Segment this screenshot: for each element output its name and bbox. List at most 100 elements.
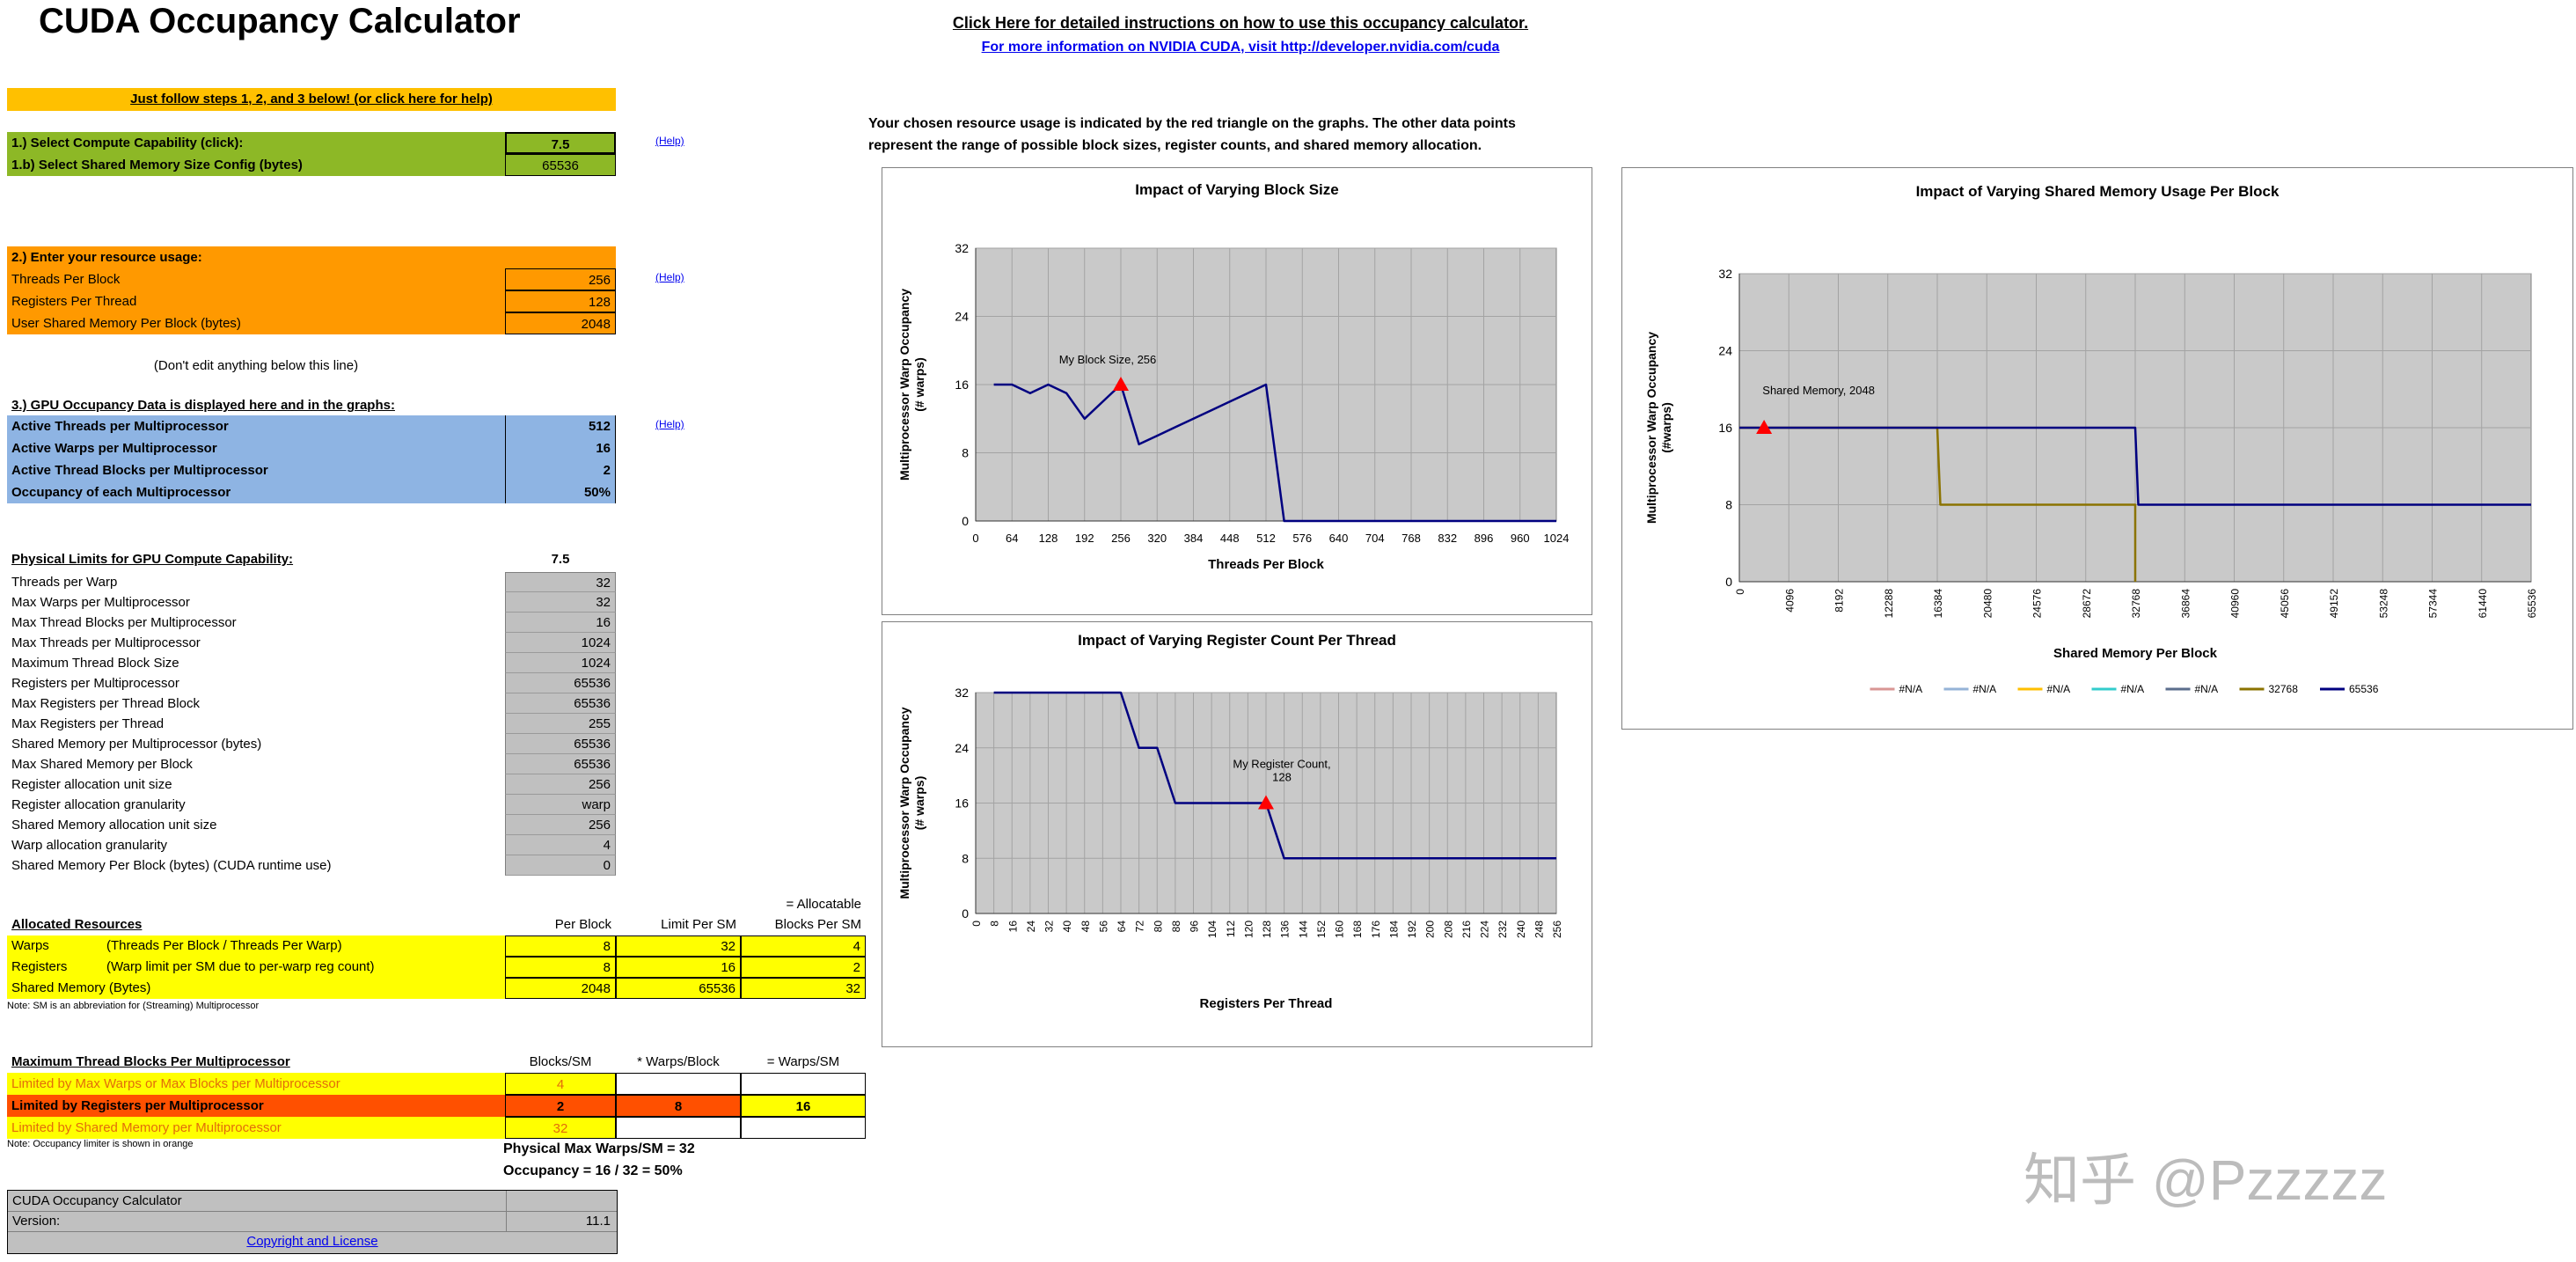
svg-text:40: 40 xyxy=(1061,921,1073,933)
physical-limit-label: Shared Memory per Multiprocessor (bytes) xyxy=(11,737,262,752)
active-threads-value: 512 xyxy=(505,415,616,437)
col-per-block: Per Block xyxy=(554,917,611,932)
svg-text:32: 32 xyxy=(955,241,969,255)
registers-per-thread-label: Registers Per Thread xyxy=(7,290,505,312)
svg-text:448: 448 xyxy=(1220,532,1240,545)
alloc-registers-label: Registers (Warp limit per SM due to per-w… xyxy=(7,957,505,978)
svg-text:65536: 65536 xyxy=(2526,589,2538,619)
help-banner[interactable]: Just follow steps 1, 2, and 3 below! (or… xyxy=(7,88,616,111)
alloc-warps-blocks: 4 xyxy=(741,935,866,957)
svg-text:256: 256 xyxy=(1551,921,1563,938)
svg-text:24: 24 xyxy=(1718,344,1732,358)
compute-capability-value[interactable]: 7.5 xyxy=(505,132,616,154)
svg-text:Multiprocessor Warp Occupancy: Multiprocessor Warp Occupancy xyxy=(897,707,911,899)
limited-by-warps-v3 xyxy=(741,1073,866,1095)
physical-limit-label: Max Registers per Thread Block xyxy=(11,696,200,711)
physical-limit-row: Maximum Thread Block Size 1024 xyxy=(7,653,869,673)
occupancy-summary: Occupancy = 16 / 32 = 50% xyxy=(503,1163,683,1178)
cuda-info-link[interactable]: For more information on NVIDIA CUDA, vis… xyxy=(981,40,1500,55)
svg-text:48: 48 xyxy=(1079,921,1092,933)
step3-header: 3.) GPU Occupancy Data is displayed here… xyxy=(11,398,395,413)
col-limit-per-sm: Limit Per SM xyxy=(661,917,736,932)
allocated-resources-header: Allocated Resources xyxy=(11,917,143,932)
shared-memory-config-label: 1.b) Select Shared Memory Size Config (b… xyxy=(7,154,505,176)
svg-text:49152: 49152 xyxy=(2328,589,2340,619)
physical-limit-row: Shared Memory per Multiprocessor (bytes)… xyxy=(7,734,869,754)
svg-text:704: 704 xyxy=(1365,532,1385,545)
alloc-registers-per-block: 8 xyxy=(505,957,616,978)
limited-by-smem-v2 xyxy=(616,1117,741,1139)
registers-per-thread-input[interactable]: 128 xyxy=(505,290,616,312)
svg-text:#N/A: #N/A xyxy=(1899,683,1923,695)
limited-by-smem-value: 32 xyxy=(505,1117,616,1139)
compute-capability-label: 1.) Select Compute Capability (click): xyxy=(7,132,505,154)
svg-text:Registers Per Thread: Registers Per Thread xyxy=(1200,996,1333,1011)
svg-text:Multiprocessor Warp Occupancy: Multiprocessor Warp Occupancy xyxy=(897,289,911,481)
user-shared-memory-input[interactable]: 2048 xyxy=(505,312,616,334)
physical-limit-row: Shared Memory Per Block (bytes) (CUDA ru… xyxy=(7,855,869,876)
svg-text:16384: 16384 xyxy=(1932,589,1944,619)
svg-text:200: 200 xyxy=(1424,921,1437,938)
physical-limit-row: Max Thread Blocks per Multiprocessor 16 xyxy=(7,613,869,633)
svg-text:32: 32 xyxy=(955,686,969,700)
physical-limit-label: Max Registers per Thread xyxy=(11,716,165,731)
svg-text:20480: 20480 xyxy=(1981,589,1994,619)
threads-per-block-input[interactable]: 256 xyxy=(505,268,616,290)
svg-text:248: 248 xyxy=(1533,921,1545,938)
alloc-smem-per-block: 2048 xyxy=(505,978,616,999)
limited-by-registers-warps-sm: 16 xyxy=(741,1095,866,1117)
physical-limit-value: warp xyxy=(505,795,616,815)
svg-text:576: 576 xyxy=(1292,532,1312,545)
svg-text:168: 168 xyxy=(1351,921,1364,938)
svg-text:(# warps): (# warps) xyxy=(912,776,926,830)
svg-text:12288: 12288 xyxy=(1883,589,1895,619)
shared-memory-chart-svg: 0 8 16 24 32 0 4096 8192 12288 16384 20480 24576 286… xyxy=(1644,183,2538,695)
svg-text:208: 208 xyxy=(1442,921,1454,938)
svg-text:104: 104 xyxy=(1206,921,1218,938)
register-count-chart: 0 8 16 24 32 0 8 16 24 32 40 48 56 64 72 80 88 96 104 112 12… xyxy=(882,621,1592,1047)
help-link-step1[interactable]: (Help) xyxy=(655,135,684,147)
svg-text:120: 120 xyxy=(1242,921,1255,938)
active-warps-value: 16 xyxy=(505,437,616,459)
svg-text:Impact of Varying Block Size: Impact of Varying Block Size xyxy=(1135,181,1338,198)
help-link-step3[interactable]: (Help) xyxy=(655,418,684,430)
svg-text:88: 88 xyxy=(1170,921,1182,933)
svg-text:8: 8 xyxy=(962,851,969,865)
svg-text:32768: 32768 xyxy=(2130,589,2142,619)
svg-text:24576: 24576 xyxy=(2031,589,2044,619)
physical-limit-label: Register allocation granularity xyxy=(11,797,186,812)
step2-header: 2.) Enter your resource usage: xyxy=(7,246,616,268)
svg-text:32: 32 xyxy=(1718,267,1732,281)
svg-text:256: 256 xyxy=(1111,532,1131,545)
help-link-step2[interactable]: (Help) xyxy=(655,271,684,283)
alloc-warps-limit: 32 xyxy=(616,935,741,957)
chart-description-line2: represent the range of possible block si… xyxy=(868,138,1482,153)
alloc-warps-label: Warps (Threads Per Block / Threads Per Wa… xyxy=(7,935,505,957)
limited-by-warps-label: Limited by Max Warps or Max Blocks per M… xyxy=(7,1073,505,1095)
svg-text:24: 24 xyxy=(955,310,969,324)
svg-text:64: 64 xyxy=(1006,532,1018,545)
shared-memory-config-value[interactable]: 65536 xyxy=(505,154,616,176)
active-threads-label: Active Threads per Multiprocessor xyxy=(7,415,505,437)
physical-limit-value: 0 xyxy=(505,855,616,876)
svg-text:240: 240 xyxy=(1515,921,1527,938)
svg-text:8: 8 xyxy=(989,921,1001,927)
svg-text:72: 72 xyxy=(1134,921,1146,933)
physical-limit-value: 65536 xyxy=(505,754,616,774)
svg-text:0: 0 xyxy=(1734,589,1746,595)
physical-limit-label: Max Thread Blocks per Multiprocessor xyxy=(11,615,237,630)
physical-limit-row: Registers per Multiprocessor 65536 xyxy=(7,673,869,693)
svg-text:232: 232 xyxy=(1497,921,1509,938)
svg-text:768: 768 xyxy=(1401,532,1421,545)
physical-limit-value: 4 xyxy=(505,835,616,855)
svg-text:160: 160 xyxy=(1334,921,1346,938)
copyright-license-link[interactable]: Copyright and License xyxy=(246,1234,378,1249)
instructions-link[interactable]: Click Here for detailed instructions on … xyxy=(952,14,1529,32)
physical-limit-value: 256 xyxy=(505,815,616,835)
svg-text:Impact of Varying Shared Memor: Impact of Varying Shared Memory Usage Pe… xyxy=(1916,183,2280,200)
svg-text:(#warps): (#warps) xyxy=(1659,402,1673,453)
occupancy-limiter-note: Note: Occupancy limiter is shown in oran… xyxy=(7,1139,194,1149)
chart-description-line1: Your chosen resource usage is indicated … xyxy=(868,116,1516,131)
block-size-chart: 0 8 16 24 32 0 64 128 192 256 320 384 448 512 576 640 70… xyxy=(882,167,1592,615)
svg-text:40960: 40960 xyxy=(2229,589,2242,619)
